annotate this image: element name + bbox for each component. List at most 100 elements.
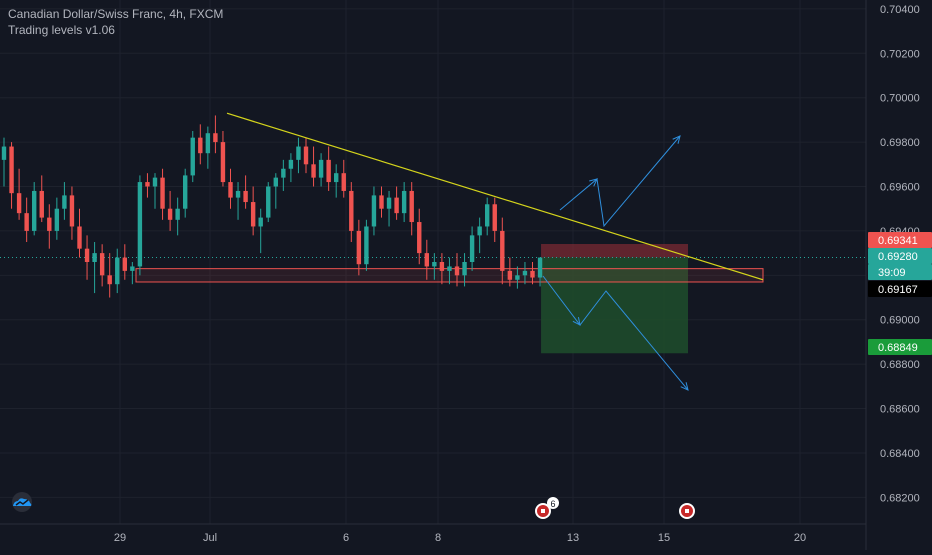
candle-body (303, 146, 309, 165)
tradingview-logo[interactable] (8, 492, 36, 512)
candle-body (530, 270, 535, 278)
candle-body (273, 177, 278, 187)
candle-body (137, 182, 143, 267)
candle-body (318, 159, 324, 178)
y-tick-label: 0.70000 (880, 93, 920, 105)
candle-body (515, 275, 520, 280)
price-tag-label: 0.69280 (878, 251, 918, 263)
price-tag-label: 0.69341 (878, 235, 918, 247)
y-tick-label: 0.68200 (880, 492, 920, 504)
candle-body (522, 270, 528, 276)
candle-body (288, 159, 294, 169)
bullish-mid-arrowhead (589, 178, 598, 187)
price-tag[interactable] (868, 264, 932, 280)
candle-body (447, 266, 452, 271)
y-tick-label: 0.70400 (880, 4, 920, 16)
candle-body (266, 186, 271, 218)
candle-body (130, 266, 135, 271)
candle-body (69, 195, 75, 227)
candle-body (122, 257, 127, 271)
y-tick-label: 0.68800 (880, 359, 920, 371)
x-tick-label: 29 (114, 532, 126, 544)
x-tick-label: 15 (658, 532, 670, 544)
candle-body (47, 217, 52, 231)
candle-body (16, 193, 22, 214)
y-tick-label: 0.70200 (880, 48, 920, 60)
candle-body (507, 270, 513, 280)
canada-event-marker-flag (685, 509, 689, 513)
candle-body (198, 137, 203, 154)
candle-body (107, 275, 112, 285)
candle-body (492, 204, 497, 231)
price-tag-label: 0.68849 (878, 342, 918, 354)
candle-body (39, 190, 44, 218)
candle-body (401, 190, 407, 214)
candle-body (99, 253, 105, 276)
candle-body (409, 190, 414, 223)
price-tag-label: 39:09 (878, 267, 906, 279)
candle-body (115, 257, 120, 285)
candle-body (54, 208, 60, 231)
candle-body (485, 204, 490, 227)
candle-body (9, 146, 14, 194)
candle-body (356, 230, 362, 265)
x-tick-label: 6 (343, 532, 349, 544)
candle-body (281, 168, 286, 178)
candle-body (152, 177, 158, 187)
candle-body (205, 133, 211, 154)
bearish-projection-arrow[interactable] (542, 275, 689, 391)
candle-body (341, 173, 346, 191)
candle-body (84, 248, 90, 262)
candle-body (145, 182, 150, 187)
candle-body (364, 226, 369, 265)
bullish-projection-arrow[interactable] (559, 135, 681, 228)
price-tag-label: 0.69167 (878, 284, 918, 296)
event-count-badge (547, 497, 559, 509)
candle-body (386, 197, 392, 209)
candle-body (454, 266, 460, 276)
candle-body (190, 137, 195, 176)
price-tag[interactable] (868, 232, 932, 248)
candle-body (394, 197, 399, 214)
candle-body (537, 257, 543, 278)
canada-event-marker-flag (541, 509, 545, 513)
candle-body (432, 262, 437, 267)
symbol-title: Canadian Dollar/Swiss Franc, 4h, FXCM (8, 7, 224, 21)
candle-body (469, 235, 475, 262)
candle-body (417, 222, 422, 254)
y-tick-label: 0.68600 (880, 404, 920, 416)
price-tag[interactable] (868, 248, 932, 264)
cloud-icon (12, 492, 32, 512)
price-tag[interactable] (868, 281, 932, 297)
candle-body (32, 190, 37, 231)
y-tick-label: 0.69800 (880, 137, 920, 149)
candle-body (334, 173, 339, 183)
candle-body (213, 133, 218, 143)
descending-trendline[interactable] (226, 112, 764, 281)
candle-body (228, 182, 233, 198)
candle-body (424, 253, 429, 267)
candle-body (243, 190, 248, 203)
x-tick-label: Jul (203, 532, 217, 544)
candle-body (439, 262, 445, 271)
candle-body (62, 195, 67, 209)
bearish-mid-arrowhead (572, 317, 581, 326)
bearish-arrowhead (680, 382, 689, 391)
candle-body (175, 208, 180, 220)
candle-body (500, 230, 505, 271)
stop-loss-zone (541, 244, 688, 258)
y-tick-label: 0.69600 (880, 182, 920, 194)
chart-legend: Canadian Dollar/Swiss Franc, 4h, FXCM Tr… (8, 6, 223, 38)
candle-body (379, 195, 384, 209)
x-tick-label: 13 (567, 532, 579, 544)
candle-body (462, 262, 467, 276)
candle-body (258, 217, 263, 227)
price-tag[interactable] (868, 339, 932, 355)
candle-body (349, 190, 354, 231)
candle-body (477, 226, 482, 236)
x-tick-label: 20 (794, 532, 806, 544)
candle-body (183, 175, 188, 209)
bullish-arrowhead (672, 135, 681, 144)
